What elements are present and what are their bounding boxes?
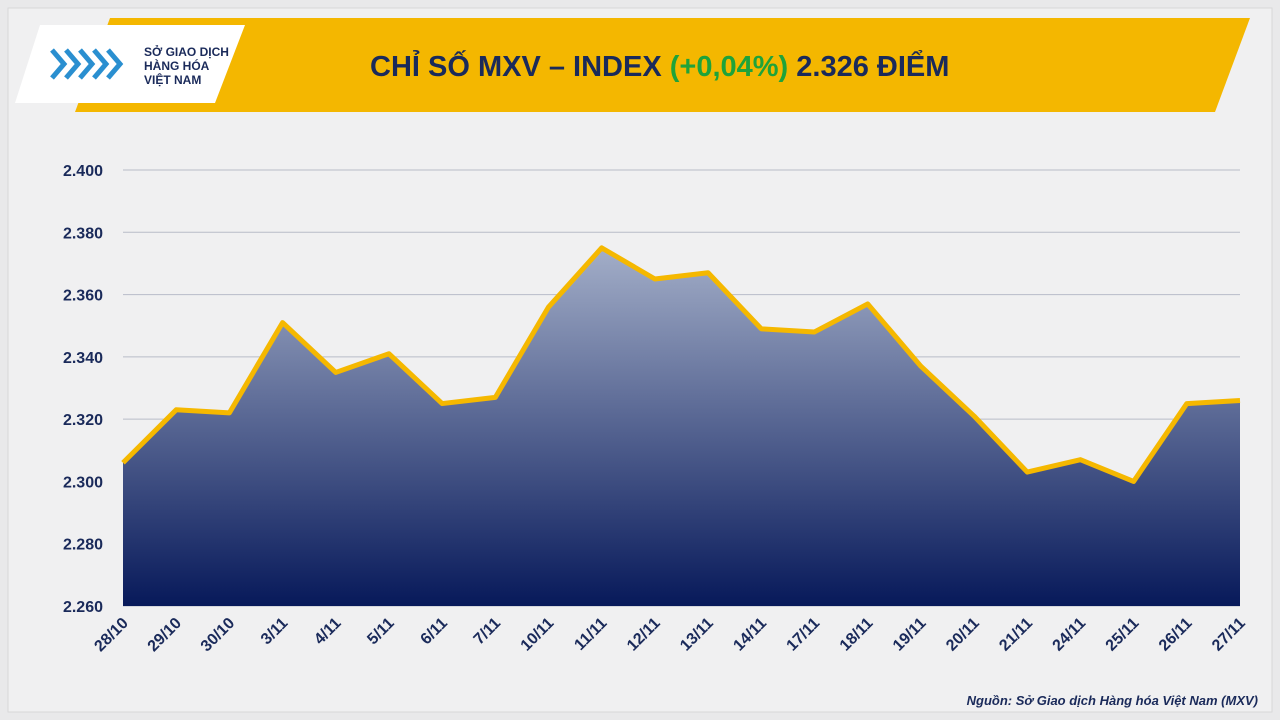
y-tick-label: 2.340 [63, 350, 103, 367]
y-tick-label: 2.260 [63, 599, 103, 616]
title-latest: 2.326 ĐIỂM [796, 49, 949, 83]
source: Nguồn: Sở Giao dịch Hàng hóa Việt Nam (M… [967, 693, 1258, 708]
y-tick-label: 2.400 [63, 163, 103, 180]
chart-title: CHỈ SỐ MXV – INDEX (+0,04%) 2.326 ĐIỂM [370, 49, 949, 83]
y-tick-label: 2.300 [63, 474, 103, 491]
y-tick-label: 2.320 [63, 412, 103, 429]
banner [75, 18, 1250, 112]
logo-icon [50, 48, 124, 80]
y-tick-label: 2.360 [63, 288, 103, 305]
title-main: CHỈ SỐ MXV – INDEX [370, 49, 662, 83]
y-tick-label: 2.380 [63, 225, 103, 242]
title-change: (+0,04%) [670, 51, 788, 83]
logo-text: VIỆT NAM [144, 72, 201, 87]
logo-text: SỞ GIAO DỊCH [144, 44, 229, 59]
area [123, 247, 1240, 606]
logo-box [15, 25, 245, 103]
y-tick-label: 2.280 [63, 537, 103, 554]
logo-text: HÀNG HÓA [144, 58, 210, 73]
line [121, 245, 1241, 484]
